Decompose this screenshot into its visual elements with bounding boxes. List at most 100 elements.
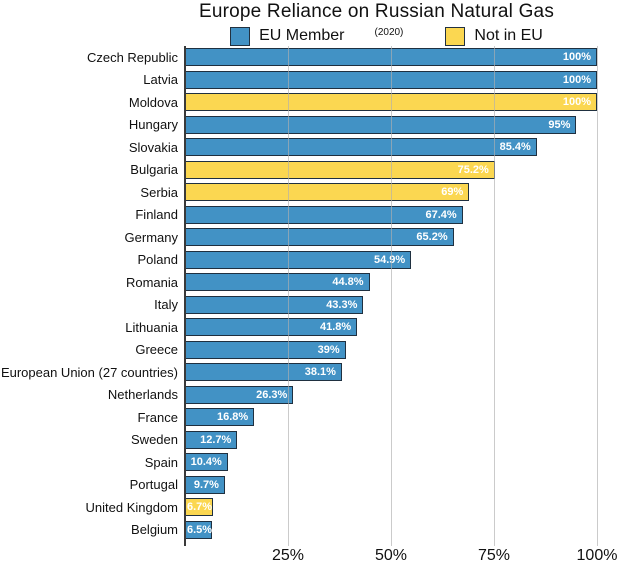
bar-eu-member: 12.7% (185, 430, 238, 449)
chart-row: Netherlands 26.3% (0, 384, 597, 407)
x-tick-label: 75% (477, 547, 511, 564)
bar-track: 67.4% (185, 205, 597, 224)
chart-row: Hungary 95% (0, 114, 597, 137)
x-tick-label: 25% (271, 547, 305, 564)
bar-track: 38.1% (185, 363, 597, 382)
country-label: Sweden (131, 432, 178, 448)
value-label: 39% (317, 343, 340, 356)
chart-row: Spain 10.4% (0, 451, 597, 474)
bar-eu-member: 67.4% (185, 205, 463, 224)
bar-track: 100% (185, 93, 597, 112)
value-label: 38.1% (304, 366, 336, 379)
bar-eu-member: 6.5% (185, 520, 213, 539)
bar-not-in-eu: 75.2% (185, 160, 495, 179)
country-label: Italy (154, 297, 178, 313)
bar-track: 75.2% (185, 160, 597, 179)
value-label: 6.5% (187, 523, 213, 536)
country-label: Slovakia (128, 139, 178, 155)
country-label: Netherlands (107, 387, 178, 403)
bar-track: 85.4% (185, 138, 597, 157)
country-label: Finland (135, 207, 178, 223)
chart-row: Finland 67.4% (0, 204, 597, 227)
chart-row: Italy 43.3% (0, 294, 597, 317)
bar-eu-member: 39% (185, 340, 346, 359)
bar-eu-member: 44.8% (185, 273, 370, 292)
bar-track: 44.8% (185, 273, 597, 292)
bar-track: 39% (185, 340, 597, 359)
bar-track: 6.7% (185, 498, 597, 517)
year-note: (2020) (374, 26, 404, 38)
eu-member-legend-label: EU Member (259, 27, 345, 44)
bar-eu-member: 16.8% (185, 408, 255, 427)
bar-track: 43.3% (185, 295, 597, 314)
bar-eu-member: 9.7% (185, 475, 225, 494)
value-label: 100% (562, 73, 591, 86)
bar-track: 26.3% (185, 385, 597, 404)
chart-legend: EU Member (2020) Not in EU (150, 25, 623, 47)
bar-eu-member: 95% (185, 115, 577, 134)
value-label: 75.2% (457, 163, 489, 176)
x-tick-label: 50% (374, 547, 408, 564)
chart-row: Greece 39% (0, 339, 597, 362)
country-label: Romania (125, 274, 178, 290)
chart-row: Latvia 100% (0, 69, 597, 92)
chart-row: Serbia 69% (0, 181, 597, 204)
country-label: Moldova (128, 94, 178, 110)
bar-not-in-eu: 100% (185, 93, 597, 112)
bar-eu-member: 43.3% (185, 295, 364, 314)
y-axis-line (184, 46, 186, 546)
value-label: 43.3% (326, 298, 358, 311)
country-label: Poland (137, 252, 178, 268)
bar-rows: Czech Republic 100% Latvia 100% Moldova 100% H… (0, 46, 597, 541)
chart-row: Bulgaria 75.2% (0, 159, 597, 182)
bar-eu-member: 85.4% (185, 138, 537, 157)
country-label: Portugal (129, 477, 178, 493)
bar-track: 16.8% (185, 408, 597, 427)
bar-track: 100% (185, 70, 597, 89)
value-label: 100% (562, 96, 591, 109)
eu-member-swatch-icon (230, 26, 251, 46)
bar-track: 6.5% (185, 520, 597, 539)
country-label: Greece (135, 342, 178, 358)
bar-eu-member: 100% (185, 48, 597, 67)
country-label: Belgium (131, 522, 178, 538)
bar-eu-member: 100% (185, 70, 597, 89)
value-label: 41.8% (320, 321, 352, 334)
chart-row: France 16.8% (0, 406, 597, 429)
bar-eu-member: 41.8% (185, 318, 358, 337)
bar-eu-member: 65.2% (185, 228, 454, 247)
value-label: 12.7% (200, 433, 232, 446)
bar-track: 41.8% (185, 318, 597, 337)
chart-row: Germany 65.2% (0, 226, 597, 249)
chart-row: Portugal 9.7% (0, 474, 597, 497)
bar-not-in-eu: 6.7% (185, 498, 213, 517)
bar-track: 10.4% (185, 453, 597, 472)
value-label: 6.7% (187, 501, 213, 514)
chart-row: European Union (27 countries) 38.1% (0, 361, 597, 384)
value-label: 54.9% (373, 253, 406, 266)
chart-title: Europe Reliance on Russian Natural Gas (198, 1, 555, 22)
country-label: Lithuania (125, 319, 178, 335)
country-label: Germany (124, 229, 178, 245)
x-tick-label: 100% (576, 547, 618, 564)
country-label: European Union (27 countries) (0, 364, 178, 380)
bar-track: 95% (185, 115, 597, 134)
value-label: 69% (441, 186, 464, 199)
not-in-eu-swatch-icon (445, 26, 466, 46)
bar-track: 12.7% (185, 430, 597, 449)
chart-row: Czech Republic 100% (0, 46, 597, 69)
value-label: 65.2% (416, 231, 448, 244)
chart-row: Lithuania 41.8% (0, 316, 597, 339)
country-label: Hungary (128, 117, 178, 133)
chart-row: United Kingdom 6.7% (0, 496, 597, 519)
chart-row: Poland 54.9% (0, 249, 597, 272)
bar-not-in-eu: 69% (185, 183, 470, 202)
chart-row: Belgium 6.5% (0, 519, 597, 542)
value-label: 10.4% (190, 456, 222, 469)
country-label: United Kingdom (85, 499, 179, 515)
value-label: 44.8% (332, 276, 364, 289)
country-label: France (137, 409, 178, 425)
value-label: 95% (548, 118, 571, 131)
bar-track: 69% (185, 183, 597, 202)
country-label: Serbia (140, 184, 178, 200)
